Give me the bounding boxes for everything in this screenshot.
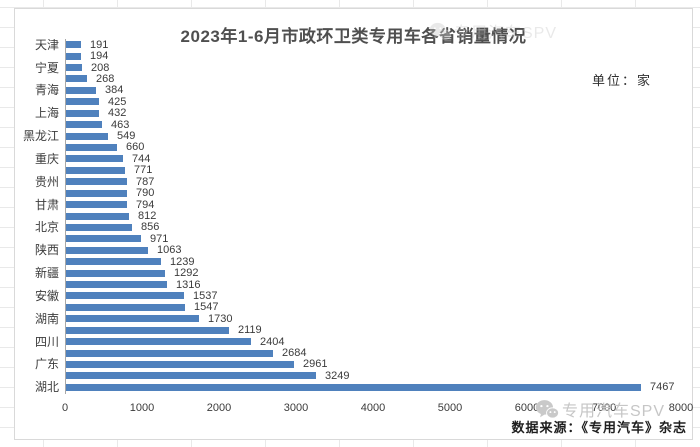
category-label: 上海 <box>34 106 59 121</box>
bar <box>66 189 127 197</box>
data-label: 1316 <box>176 278 201 291</box>
data-label: 2684 <box>282 347 307 360</box>
data-label: 3249 <box>325 369 350 382</box>
data-label: 432 <box>108 107 127 120</box>
data-label: 208 <box>91 61 110 74</box>
category-axis-line <box>65 39 66 394</box>
bar <box>66 338 251 346</box>
data-label: 771 <box>134 164 153 177</box>
data-label: 660 <box>126 141 145 154</box>
bar <box>66 281 167 289</box>
bar <box>66 98 99 106</box>
source-label: 数据来源：《专用汽车》杂志 <box>511 420 687 435</box>
category-label: 陕西 <box>34 243 59 258</box>
bar <box>66 109 99 117</box>
bar <box>66 166 125 174</box>
x-tick-label: 5000 <box>437 402 463 414</box>
category-label: 四川 <box>34 334 59 349</box>
data-label: 1292 <box>174 267 199 280</box>
bar <box>66 201 127 209</box>
bar <box>66 292 184 300</box>
data-label: 971 <box>150 232 169 245</box>
bar <box>66 349 273 357</box>
data-label: 384 <box>105 84 124 97</box>
data-label: 194 <box>90 50 109 63</box>
x-tick-label: 6000 <box>514 402 540 414</box>
data-label: 191 <box>90 38 109 51</box>
category-label: 天津 <box>34 37 59 52</box>
data-label: 2404 <box>260 335 285 348</box>
data-label: 1547 <box>194 301 219 314</box>
data-label: 2961 <box>303 358 328 371</box>
data-label: 1730 <box>208 312 233 325</box>
bar <box>66 52 81 60</box>
category-label: 甘肃 <box>34 197 59 212</box>
bar <box>66 75 87 83</box>
unit-label: 单位：家 <box>591 73 652 88</box>
bar <box>66 235 141 243</box>
bar <box>66 121 102 129</box>
data-label: 794 <box>136 198 155 211</box>
category-label: 北京 <box>34 220 59 235</box>
data-label: 1537 <box>193 289 218 302</box>
data-label: 812 <box>138 210 157 222</box>
category-label: 新疆 <box>34 266 59 281</box>
category-label: 青海 <box>34 83 59 98</box>
x-tick-label: 3000 <box>283 402 309 414</box>
data-label: 7467 <box>650 381 675 394</box>
x-tick-label: 7000 <box>591 402 617 414</box>
data-label: 1063 <box>157 244 182 257</box>
category-label: 贵州 <box>34 174 59 189</box>
x-tick-label: 8000 <box>668 402 694 414</box>
data-label: 549 <box>117 130 136 143</box>
bar <box>66 360 294 368</box>
x-tick-label: 2000 <box>206 402 232 414</box>
category-label: 重庆 <box>34 151 59 166</box>
bar <box>66 372 316 380</box>
category-label: 黑龙江 <box>22 129 59 144</box>
bar <box>66 246 148 254</box>
data-label: 856 <box>141 221 160 234</box>
bar <box>66 326 229 334</box>
chart-area: 2023年1-6月市政环卫类专用车各省销量情况 单位：家 天津 191 194 宁夏 2… <box>14 8 693 440</box>
data-label: 463 <box>111 118 130 131</box>
bar <box>66 383 641 391</box>
data-label: 744 <box>132 152 151 165</box>
bar <box>66 315 199 323</box>
bar <box>66 86 96 94</box>
data-label: 790 <box>136 187 155 200</box>
bar <box>66 132 108 140</box>
bar <box>66 143 117 151</box>
data-label: 425 <box>108 95 127 108</box>
category-label: 湖北 <box>34 380 59 395</box>
bar <box>66 269 165 277</box>
category-label: 湖南 <box>34 311 59 326</box>
category-label: 宁夏 <box>34 60 59 75</box>
data-label: 787 <box>136 175 155 188</box>
data-label: 1239 <box>170 255 195 268</box>
category-label: 广东 <box>34 357 59 372</box>
x-tick-label: 4000 <box>360 402 386 414</box>
data-label: 2119 <box>238 324 262 337</box>
bar <box>66 212 129 220</box>
bar <box>66 223 132 231</box>
category-label: 安徽 <box>34 288 59 303</box>
bar <box>66 155 123 163</box>
bar <box>66 303 185 311</box>
data-label: 268 <box>96 72 115 85</box>
bar <box>66 41 81 49</box>
bar <box>66 64 82 72</box>
bar <box>66 258 161 266</box>
chart-title: 2023年1-6月市政环卫类专用车各省销量情况 <box>180 27 527 46</box>
x-tick-label: 0 <box>61 402 69 414</box>
x-tick-label: 1000 <box>129 402 155 414</box>
bar <box>66 178 127 186</box>
